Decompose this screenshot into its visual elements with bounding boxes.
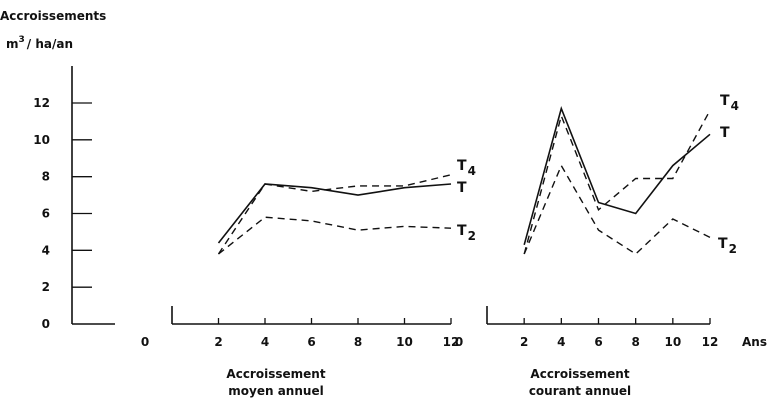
x-tick-label: 10 [396, 335, 413, 349]
x-tick-label: 0 [141, 335, 149, 349]
y-tick-label: 2 [42, 280, 50, 294]
y-tick-label: 10 [33, 133, 50, 147]
series-label-t2: T2 [457, 223, 476, 243]
series-label-t4: T4 [720, 93, 739, 113]
x-tick-label: 10 [664, 335, 681, 349]
y-tick-label: 0 [42, 317, 50, 331]
y-axis-label-line2: m3/ ha/an [6, 35, 73, 51]
x-axis-unit-label: Ans [742, 335, 767, 349]
y-axis: 0 2 4 6 8 10 12 [33, 66, 115, 331]
panel-title-line: Accroissement [530, 367, 629, 381]
series-line-t [217, 183, 452, 244]
panel-title-line: Accroissement [226, 367, 325, 381]
x-tick-label: 6 [307, 335, 315, 349]
panel-title-line: courant annuel [529, 384, 631, 398]
panel-average-annual: 0 2 4 6 8 10 12 T T4 T2 Accroissement moyen annuel [141, 158, 476, 398]
y-axis-label-line1: Accroissements [0, 9, 106, 23]
x-tick-label: 0 [455, 335, 463, 349]
x-tick-label: 12 [443, 335, 460, 349]
y-tick-label: 8 [42, 170, 50, 184]
y-tick-label: 12 [33, 96, 50, 110]
series-label-t: T [720, 125, 730, 141]
x-tick-label: 2 [214, 335, 222, 349]
series-label-t4: T4 [457, 158, 476, 178]
x-tick-label: 8 [354, 335, 362, 349]
series-line-t4 [217, 174, 452, 255]
series-line-t2 [523, 164, 711, 255]
x-tick-label: 6 [594, 335, 602, 349]
y-axis-unit-rest: / ha/an [27, 37, 73, 51]
panel-title-line: moyen annuel [228, 384, 323, 398]
x-tick-label: 2 [520, 335, 528, 349]
x-tick-label: 4 [557, 335, 565, 349]
series-line-t [523, 105, 711, 246]
series-label-t2: T2 [718, 236, 737, 256]
y-tick-label: 4 [42, 243, 50, 257]
y-tick-label: 6 [42, 207, 50, 221]
y-axis-unit-superscript: 3 [19, 35, 25, 45]
x-tick-label: 12 [702, 335, 719, 349]
series-label-t: T [457, 180, 467, 196]
x-tick-label: 8 [631, 335, 639, 349]
y-axis-unit-base: m [6, 37, 19, 51]
x-tick-label: 4 [261, 335, 269, 349]
series-line-t4 [523, 110, 711, 255]
series-line-t2 [218, 216, 452, 255]
panel-current-annual: 0 2 4 6 8 10 12 T T4 T2 Accroissement courant annue… [455, 93, 739, 398]
